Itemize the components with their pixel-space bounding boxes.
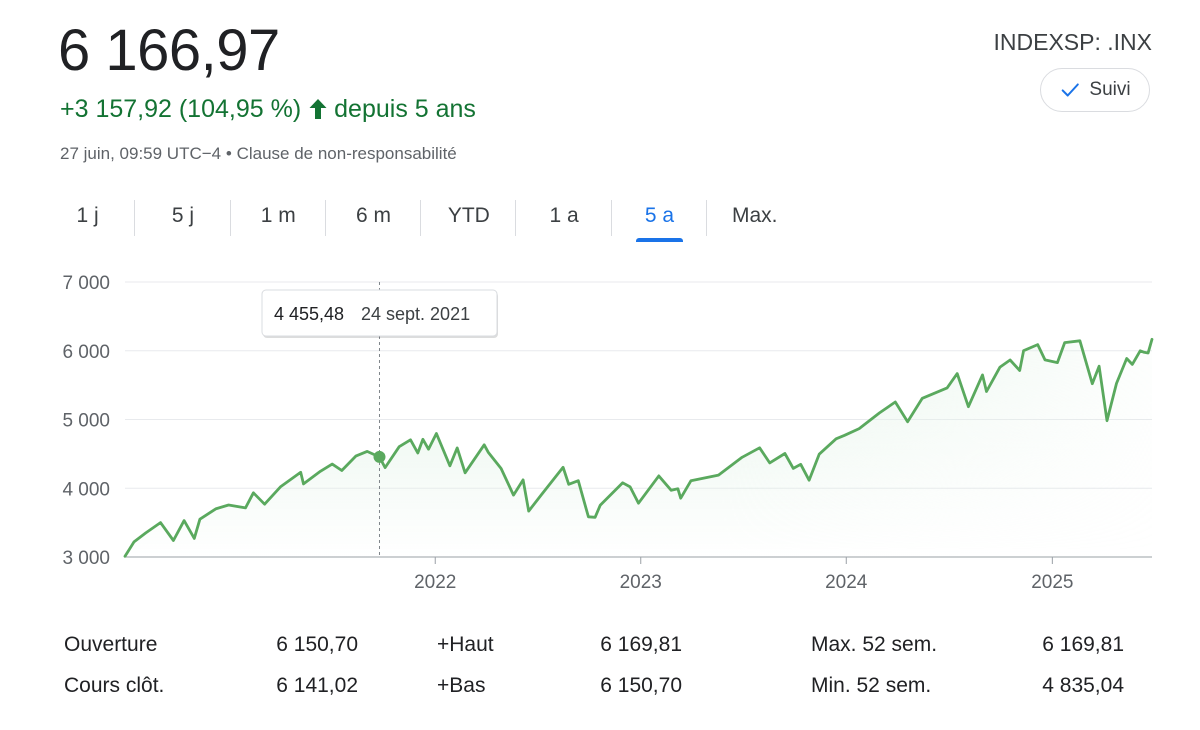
x-tick-label: 2025 <box>1031 572 1073 593</box>
price-meta: 27 juin, 09:59 UTC−4 • Clause de non-res… <box>60 143 457 165</box>
y-tick-label: 7 000 <box>62 273 110 294</box>
current-price: 6 166,97 <box>58 18 280 83</box>
tab-label: 5 a <box>644 204 675 227</box>
check-icon <box>1062 83 1080 97</box>
series-line <box>123 337 1154 558</box>
tab-5-years[interactable]: 5 a <box>612 194 708 242</box>
x-tick-label: 2023 <box>620 572 662 593</box>
tooltip-value: 4 455,48 <box>274 304 344 324</box>
stat-open-value: 6 150,70 <box>276 633 358 656</box>
tab-label: 1 j <box>76 204 99 227</box>
series-area <box>125 339 1152 557</box>
ticker-symbol: INDEXSP: .INX <box>993 29 1152 55</box>
tab-1-month[interactable]: 1 m <box>231 194 327 238</box>
tooltip-date: 24 sept. 2021 <box>361 304 470 324</box>
y-tick-label: 5 000 <box>62 411 110 432</box>
x-tick-label: 2024 <box>825 572 868 593</box>
tab-label: YTD <box>447 204 490 227</box>
price-change-value: +3 157,92 (104,95 %) <box>60 95 302 123</box>
follow-label: Suivi <box>1089 79 1131 100</box>
tab-ytd[interactable]: YTD <box>421 194 517 238</box>
tab-label: 1 a <box>549 204 579 227</box>
change-period: depuis 5 ans <box>334 95 476 123</box>
stat-max52-value: 6 169,81 <box>1042 633 1124 656</box>
stat-max52-label: Max. 52 sem. <box>811 633 938 656</box>
x-tick-label: 2022 <box>414 572 456 593</box>
stat-min52-label: Min. 52 sem. <box>811 674 932 697</box>
time-range-tabs: 1 j 5 j 1 m 6 m YTD 1 a 5 a Max. <box>40 194 802 244</box>
tab-label: 6 m <box>356 204 392 227</box>
tab-label: Max. <box>731 204 778 227</box>
tab-label: 5 j <box>171 204 195 227</box>
price-chart[interactable]: 3 000 4 000 5 000 6 000 7 000 2022 2023 2024 202… <box>0 260 1200 600</box>
tab-1-day[interactable]: 1 j <box>40 194 136 238</box>
disclaimer-link[interactable]: Clause de non-responsabilité <box>236 144 457 163</box>
stat-high-label: +Haut <box>437 633 494 656</box>
stat-low-value: 6 150,70 <box>600 674 682 697</box>
tab-5-days[interactable]: 5 j <box>135 194 231 238</box>
y-tick-label: 3 000 <box>62 548 110 569</box>
y-tick-label: 4 000 <box>62 479 110 500</box>
hover-point <box>373 450 386 463</box>
follow-button[interactable]: Suivi <box>1040 68 1150 112</box>
tab-max[interactable]: Max. <box>707 194 802 238</box>
tab-6-months[interactable]: 6 m <box>326 194 422 238</box>
stat-open-label: Ouverture <box>64 633 158 656</box>
stat-high-value: 6 169,81 <box>600 633 682 656</box>
price-change-line: +3 157,92 (104,95 %) depuis 5 ans <box>60 92 476 126</box>
tab-label: 1 m <box>260 204 296 227</box>
stat-close-value: 6 141,02 <box>276 674 358 697</box>
price-timestamp: 27 juin, 09:59 UTC−4 <box>60 144 222 163</box>
stat-close-label: Cours clôt. <box>64 674 165 697</box>
stat-low-label: +Bas <box>437 674 486 697</box>
tab-1-year[interactable]: 1 a <box>516 194 613 238</box>
y-tick-label: 6 000 <box>62 342 110 363</box>
arrow-up-icon <box>309 99 327 119</box>
tooltip-box <box>261 289 498 337</box>
meta-separator: • <box>225 144 232 163</box>
stat-min52-value: 4 835,04 <box>1042 674 1124 697</box>
